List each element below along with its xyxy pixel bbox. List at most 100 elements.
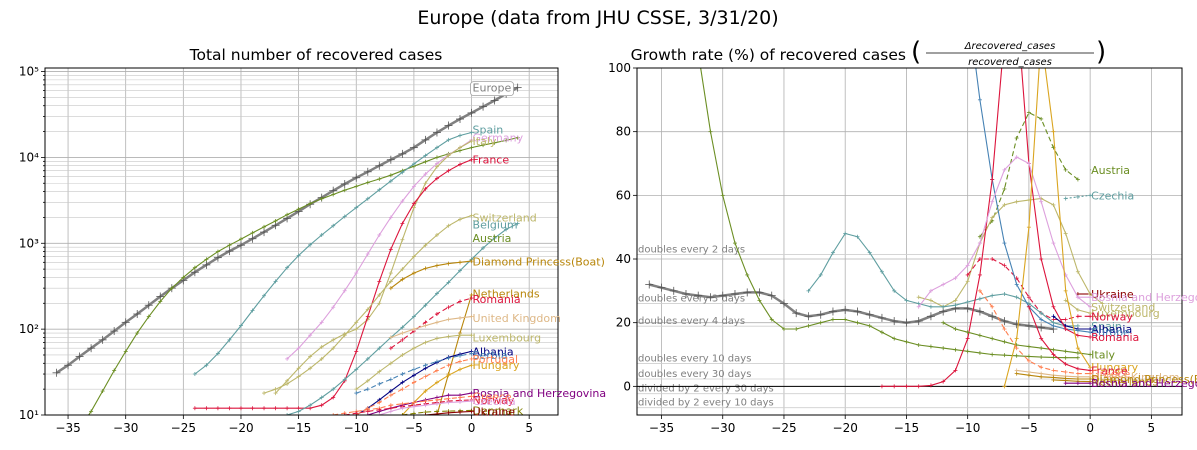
left-data-marker: [386, 155, 395, 164]
left-series-line-serbia: [356, 352, 472, 394]
left-series-line-diamond-princess-boat: [390, 260, 472, 289]
right-data-marker: [1063, 381, 1068, 386]
left-data-marker: [423, 181, 428, 186]
left-series-label-europe: Europe: [473, 82, 512, 95]
left-data-marker: [434, 401, 439, 406]
left-data-marker: [319, 395, 324, 400]
left-data-marker: [400, 406, 405, 411]
right-data-marker: [1051, 241, 1056, 246]
right-series-line-france: [1028, 306, 1091, 371]
right-data-marker: [855, 320, 860, 325]
right-data-marker: [743, 288, 752, 297]
left-data-marker: [296, 253, 301, 258]
left-series-label-switzerland: Switzerland: [473, 211, 537, 224]
right-data-marker: [990, 177, 995, 182]
formula-numerator: Δrecovered_cases: [964, 41, 1056, 52]
left-data-marker: [377, 279, 382, 284]
left-data-marker: [423, 340, 428, 345]
right-chart-panel: Growth rate (%) of recovered cases ( Δre…: [608, 2, 1197, 435]
left-data-marker: [446, 317, 451, 322]
right-series-label-italy: Italy: [1091, 349, 1115, 362]
left-data-marker: [492, 140, 497, 145]
left-data-marker: [273, 391, 278, 396]
left-data-marker: [446, 223, 451, 228]
left-plot-frame: [44, 67, 559, 416]
right-data-marker: [1014, 136, 1019, 141]
left-data-marker: [411, 254, 416, 259]
right-xtick-label: 5: [1148, 421, 1156, 435]
left-data-marker: [331, 305, 336, 310]
left-data-marker: [423, 403, 428, 408]
left-data-marker: [319, 232, 324, 237]
left-data-marker: [225, 247, 234, 256]
right-data-marker: [1026, 161, 1031, 166]
left-data-marker: [458, 410, 463, 415]
right-data-marker: [706, 293, 715, 302]
right-xtick-label: −30: [710, 421, 735, 435]
right-data-marker: [853, 307, 862, 316]
right-data-marker: [1039, 311, 1044, 316]
left-data-marker: [204, 406, 209, 411]
left-data-marker: [411, 201, 416, 206]
left-data-marker: [398, 149, 407, 158]
left-data-marker: [423, 413, 428, 415]
left-data-marker: [411, 367, 416, 372]
left-data-marker: [388, 409, 393, 414]
right-data-marker: [1002, 202, 1007, 207]
right-data-marker: [718, 291, 727, 300]
right-data-marker: [890, 317, 899, 326]
right-data-marker: [769, 317, 774, 322]
left-chart-panel: Total number of recovered cases −35 −30 −2…: [19, 46, 606, 435]
left-data-marker: [377, 187, 382, 192]
left-data-marker: [354, 349, 359, 354]
right-data-marker: [1014, 155, 1019, 160]
left-data-marker: [411, 404, 416, 409]
right-data-marker: [1075, 194, 1080, 199]
right-data-marker: [990, 257, 995, 262]
left-data-marker: [411, 380, 416, 385]
right-data-marker: [966, 2, 970, 6]
right-data-marker: [865, 310, 874, 319]
right-series-label-switzerland: Switzerland: [1091, 301, 1155, 314]
right-data-marker: [1002, 167, 1007, 172]
left-data-marker: [411, 271, 416, 276]
right-data-marker: [916, 384, 921, 389]
left-data-marker: [388, 279, 393, 284]
left-data-marker: [112, 368, 117, 373]
left-data-marker: [458, 367, 463, 372]
right-data-marker: [1039, 355, 1044, 360]
right-data-marker: [1063, 298, 1068, 303]
left-data-marker: [423, 389, 428, 394]
right-data-marker: [977, 241, 982, 246]
right-data-marker: [767, 291, 776, 300]
reference-line-label: divided by 2 every 10 days: [638, 398, 774, 409]
left-data-marker: [192, 265, 197, 270]
left-data-marker: [423, 374, 428, 379]
left-series-label-greece: Greece: [473, 390, 512, 403]
left-data-marker: [365, 378, 370, 383]
left-data-marker: [411, 161, 416, 166]
right-data-marker: [977, 97, 982, 102]
right-data-marker: [1002, 292, 1007, 297]
left-data-marker: [388, 286, 393, 291]
left-data-marker: [273, 406, 278, 411]
right-data-marker: [1014, 199, 1019, 204]
left-ytick-label: 10²: [19, 322, 39, 336]
left-data-marker: [400, 331, 405, 336]
left-data-marker: [262, 293, 267, 298]
left-data-marker: [87, 344, 96, 353]
right-data-marker: [867, 323, 872, 328]
left-series-label-austria: Austria: [473, 232, 512, 245]
left-data-marker: [492, 236, 497, 241]
left-data-marker: [409, 143, 418, 152]
right-data-marker: [1026, 354, 1031, 359]
left-data-marker: [458, 333, 463, 338]
right-data-marker: [928, 288, 933, 293]
right-data-marker: [953, 276, 958, 281]
right-data-marker: [818, 272, 823, 277]
left-data-marker: [227, 406, 232, 411]
right-series-label-bosnia-and-herzegovina: Bosnia and Herzegovina: [1091, 377, 1197, 390]
left-data-marker: [400, 237, 405, 242]
left-series-line-hungary: [401, 364, 472, 415]
reference-line-label: doubles every 3 days: [638, 294, 745, 305]
